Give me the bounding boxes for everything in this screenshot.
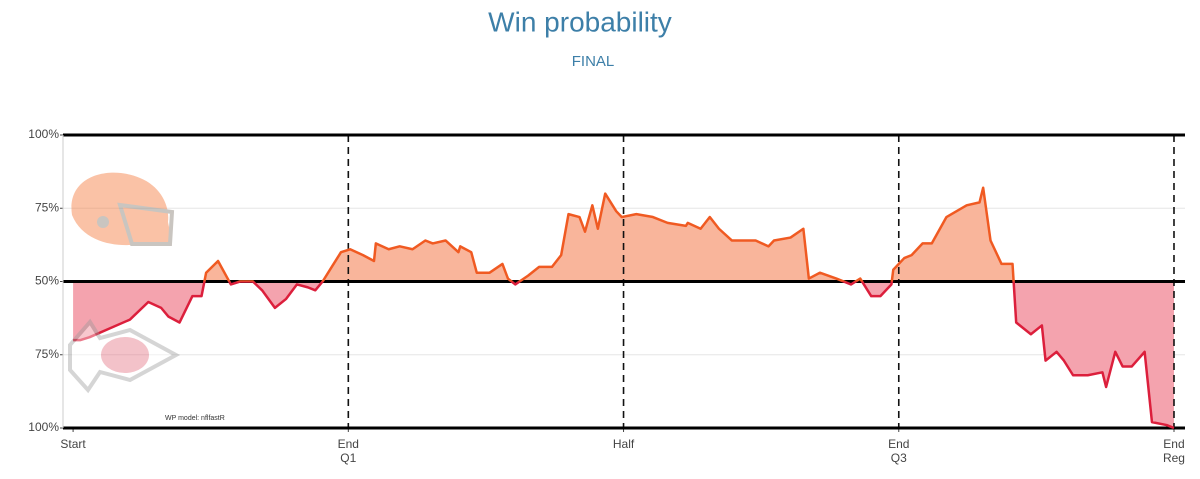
chart-subtitle: FINAL: [572, 53, 615, 70]
x-tick-label: End Q1: [338, 437, 359, 465]
x-tick-label: Start: [60, 437, 86, 451]
home-logo: [71, 172, 175, 246]
line: [73, 186, 1175, 430]
x-tick-label: End Q3: [888, 437, 909, 465]
away-logo: [68, 318, 181, 394]
y-tick-label: 75%: [35, 200, 59, 214]
x-tick-label: End Reg: [1163, 437, 1185, 465]
x-tick-label: Half: [613, 437, 635, 451]
annotation: WP model: nflfastR: [165, 415, 225, 422]
y-tick-label: 100%: [28, 420, 59, 434]
chart-title: Win probability: [488, 6, 672, 37]
y-tick-label: 75%: [35, 347, 59, 361]
y-tick-label: 100%: [28, 127, 59, 141]
y-tick-label: 50%: [35, 274, 59, 288]
